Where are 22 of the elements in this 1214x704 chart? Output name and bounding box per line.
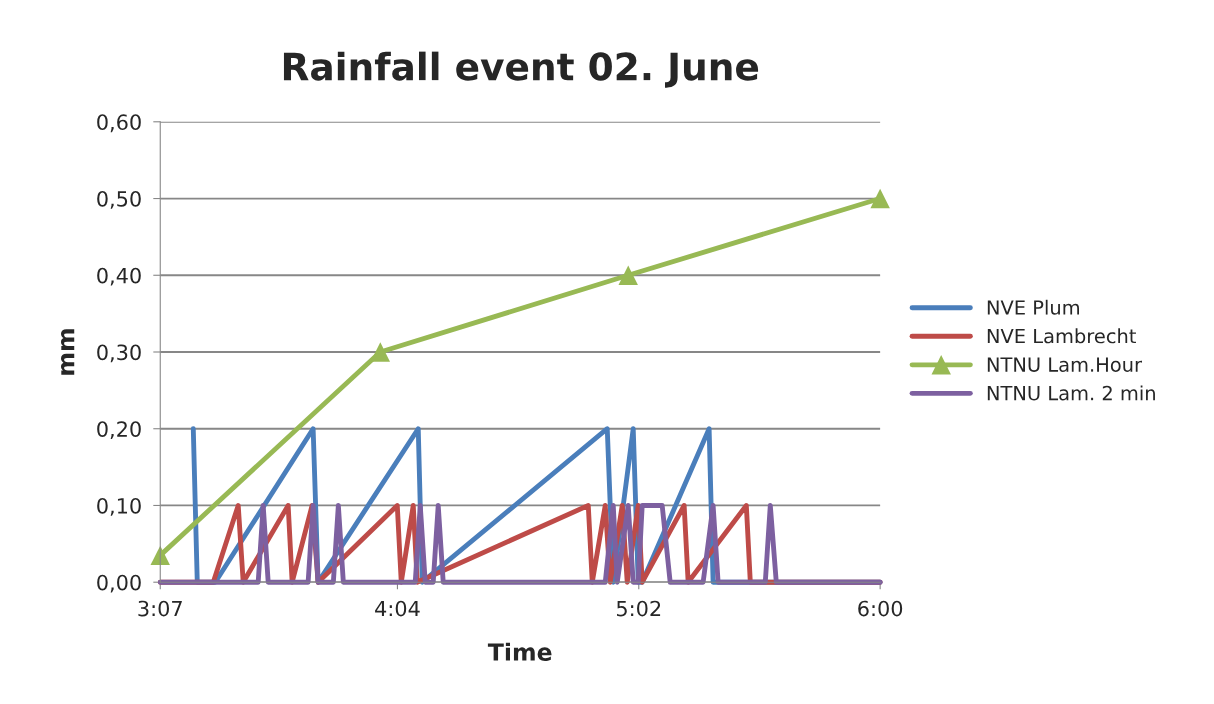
chart-title: Rainfall event 02. June [283,51,759,88]
y-tick-label: 0,10 [97,497,141,516]
x-tick-label: 3:07 [138,600,182,617]
y-tick-label: 0,60 [97,114,141,133]
legend-label: NTNU Lam.Hour [987,357,1143,372]
legend-label: NVE Lambrecht [987,328,1136,344]
legend-label: NVE Plum [987,299,1079,315]
legend-label: NTNU Lam. 2 min [987,385,1155,401]
y-axis-title: mm [61,329,75,375]
point [370,342,391,362]
x-tick-label: 4:04 [375,600,420,617]
y-tick-label: 0,20 [97,421,141,440]
y-tick-label: 0,50 [97,190,141,209]
point [150,545,170,566]
point [870,188,890,209]
x-tick-label: 6:00 [858,600,903,617]
y-tick-label: 0,00 [97,574,141,593]
point [618,265,638,285]
x-axis-title: Time [487,642,552,661]
x-tick-label: 5:02 [617,600,661,617]
y-tick-label: 0,40 [97,267,141,286]
y-tick-label: 0,30 [97,344,141,363]
